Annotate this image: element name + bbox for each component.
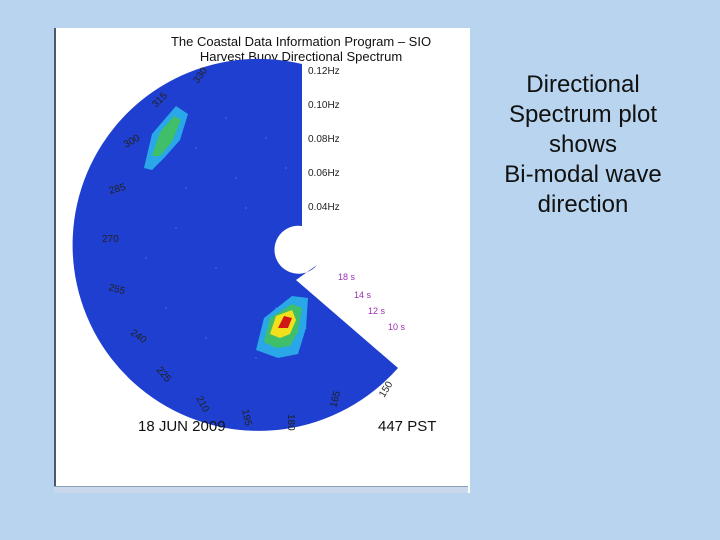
dir-label-165: 165 <box>328 389 343 408</box>
dir-label-195: 195 <box>239 408 253 427</box>
frame-bottom-bar <box>54 486 468 493</box>
spectrum-wedge <box>72 58 398 431</box>
period-label-14s: 14 s <box>354 290 372 300</box>
freq-label-0.06: 0.06Hz <box>308 168 340 179</box>
plot-time: 447 PST <box>378 418 437 435</box>
plot-title: The Coastal Data Information Program – S… <box>136 34 466 64</box>
dir-label-285: 285 <box>108 182 127 197</box>
freq-label-0.08: 0.08Hz <box>308 134 340 145</box>
plot-title-line-1: The Coastal Data Information Program – S… <box>170 34 432 49</box>
polar-spectrum-plot: 0.12Hz 0.10Hz 0.08Hz 0.06Hz 0.04Hz 330 3… <box>72 58 406 431</box>
dir-label-270: 270 <box>102 234 119 245</box>
dir-label-255: 255 <box>107 282 126 297</box>
south-swell-peak <box>256 296 308 358</box>
caption-line-5: direction <box>537 191 629 218</box>
plot-date: 18 JUN 2009 <box>138 418 226 435</box>
caption-line-2: Spectrum plot <box>508 101 658 128</box>
period-label-18s: 18 s <box>338 272 356 282</box>
freq-label-0.04: 0.04Hz <box>308 202 340 213</box>
spectrum-figure: The Coastal Data Information Program – S… <box>54 28 470 493</box>
caption-line-4: Bi-modal wave <box>504 161 662 188</box>
caption-line-1: Directional <box>526 71 640 98</box>
northwest-swell-peak <box>144 106 188 170</box>
slide-caption: Directional Spectrum plot shows Bi-modal… <box>478 70 688 220</box>
period-label-10s: 10 s <box>388 322 406 332</box>
dir-label-180: 180 <box>285 414 296 431</box>
freq-label-0.12: 0.12Hz <box>308 66 340 77</box>
freq-label-0.10: 0.10Hz <box>308 100 340 111</box>
period-label-12s: 12 s <box>368 306 386 316</box>
caption-line-3: shows <box>548 131 618 158</box>
